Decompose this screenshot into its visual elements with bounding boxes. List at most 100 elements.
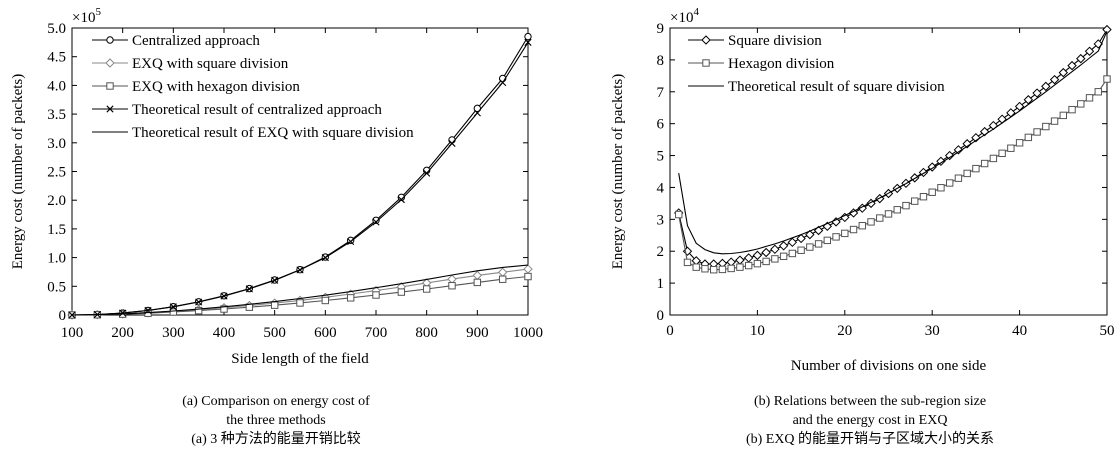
data-point	[903, 202, 909, 208]
y-tick-label: 8	[657, 53, 665, 69]
y-tick-label: 0	[59, 308, 67, 324]
x-tick-label: 600	[314, 325, 337, 341]
y-tick-label: 4	[657, 180, 665, 196]
series-line	[679, 79, 1107, 270]
data-point	[398, 289, 404, 295]
y-tick-label: 4.0	[47, 78, 66, 94]
y-tick-label: 0	[657, 308, 665, 324]
data-point	[347, 295, 353, 301]
data-point	[753, 251, 761, 259]
x-tick-label: 500	[263, 325, 286, 341]
data-point	[859, 223, 865, 229]
series-1	[69, 33, 531, 318]
data-point	[423, 286, 429, 292]
y-multiplier: ×105	[72, 6, 101, 26]
data-point	[1104, 76, 1110, 82]
y-tick-label: 9	[657, 21, 665, 37]
data-point	[473, 271, 481, 279]
data-point	[780, 253, 786, 259]
legend: Square division Hexagon division Theoretic…	[688, 33, 945, 95]
data-point	[719, 266, 725, 272]
data-point	[763, 258, 769, 264]
data-point	[524, 265, 532, 273]
data-point	[981, 160, 987, 166]
data-point	[964, 170, 970, 176]
legend-marker	[106, 59, 114, 67]
data-point	[702, 266, 708, 272]
caption-line: and the energy cost in EXQ	[793, 413, 948, 428]
legend: Centralized approachEXQ with square divi…	[92, 33, 414, 141]
data-point	[1043, 123, 1049, 129]
data-point	[1034, 129, 1040, 135]
data-point	[684, 259, 690, 265]
data-point	[877, 215, 883, 221]
x-tick-label: 30	[925, 323, 940, 339]
data-point	[807, 244, 813, 250]
y-multiplier: ×104	[670, 6, 699, 26]
data-point	[1051, 118, 1057, 124]
caption-line: (a) 3 种方法的能量开销比较	[191, 431, 361, 447]
x-tick-label: 1000	[513, 325, 543, 341]
data-point	[833, 234, 839, 240]
y-tick-label: 1.0	[47, 251, 66, 267]
data-point	[736, 256, 744, 264]
data-point	[1025, 134, 1031, 140]
data-point	[815, 241, 821, 247]
data-point	[745, 254, 753, 262]
legend-entry: Square division	[728, 33, 822, 49]
data-point	[824, 237, 830, 243]
caption-line: (a) Comparison on energy cost of	[182, 394, 370, 409]
y-tick-label: 3.5	[47, 107, 66, 123]
x-tick-label: 300	[162, 325, 185, 341]
data-point	[762, 248, 770, 256]
data-point	[885, 211, 891, 217]
data-point	[754, 260, 760, 266]
legend-entry: Theoretical result of square division	[728, 79, 945, 95]
data-point	[499, 268, 507, 276]
data-point	[842, 230, 848, 236]
series-2	[676, 76, 1111, 273]
x-tick-label: 20	[837, 323, 852, 339]
data-point	[780, 242, 788, 250]
chart-2: 0 10 20 30 40 500123456789×104Number of divis…	[610, 6, 1115, 447]
x-axis-label: Side length of the field	[231, 351, 369, 367]
y-tick-label: 2	[657, 244, 665, 260]
data-point	[1095, 89, 1101, 95]
data-point	[1008, 145, 1014, 151]
data-point	[297, 300, 303, 306]
legend-entry: EXQ with square division	[132, 56, 289, 72]
data-point	[999, 150, 1005, 156]
x-tick-label: 800	[415, 325, 438, 341]
x-tick-label: 10	[750, 323, 765, 339]
data-point	[920, 193, 926, 199]
x-tick-label: 100	[61, 325, 84, 341]
legend-entry: Hexagon division	[728, 56, 835, 72]
x-tick-label: 200	[111, 325, 134, 341]
data-point	[788, 238, 796, 246]
data-point	[789, 250, 795, 256]
legend-entry: Theoretical result of centralized approa…	[132, 102, 382, 118]
data-point	[771, 245, 779, 253]
legend-marker	[107, 83, 113, 89]
y-tick-label: 5.0	[47, 21, 66, 37]
data-point	[850, 226, 856, 232]
data-point	[1086, 95, 1092, 101]
data-point	[737, 264, 743, 270]
data-point	[946, 180, 952, 186]
y-tick-label: 7	[657, 85, 665, 101]
y-tick-label: 6	[657, 117, 665, 133]
y-tick-label: 1.5	[47, 222, 66, 238]
data-point	[271, 302, 277, 308]
y-tick-label: 0.5	[47, 279, 66, 295]
data-point	[772, 256, 778, 262]
caption-line: (b) EXQ 的能量开销与子区域大小的关系	[746, 431, 994, 447]
data-point	[989, 122, 997, 130]
x-tick-label: 40	[1012, 323, 1027, 339]
y-tick-label: 4.5	[47, 50, 66, 66]
data-point	[693, 264, 699, 270]
data-point	[1016, 140, 1022, 146]
y-tick-label: 2.0	[47, 193, 66, 209]
data-point	[912, 198, 918, 204]
y-tick-label: 3.0	[47, 136, 66, 152]
